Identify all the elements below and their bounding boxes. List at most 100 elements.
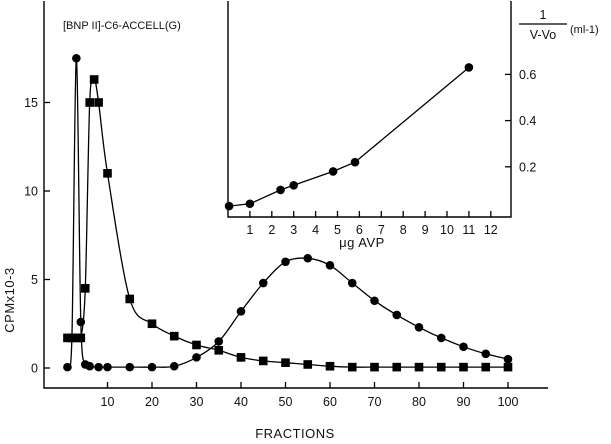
inset-axes-frame	[227, 1, 512, 218]
data-point-square	[125, 294, 135, 304]
data-point-square	[370, 362, 379, 372]
data-point-square	[503, 362, 513, 372]
data-point-square	[303, 360, 313, 369]
y-axis-label: CPMx10-3	[2, 267, 17, 332]
inset-data-point	[350, 157, 360, 167]
data-point-square	[85, 98, 94, 107]
data-point-circle	[94, 362, 103, 372]
data-point-circle	[370, 296, 379, 306]
x-axis-label: FRACTIONS	[255, 426, 335, 441]
inset-x-axis-label: μg AVP	[339, 235, 385, 250]
x-tick-label: 30	[190, 395, 204, 409]
x-tick-label: 10	[101, 395, 115, 409]
data-point-square	[192, 340, 201, 350]
x-tick-label: 90	[457, 395, 471, 409]
inset-y-tick-label: 0.2	[519, 160, 536, 174]
inset-y-tick-label: 0.4	[519, 114, 536, 128]
data-point-square	[80, 284, 90, 293]
data-point-circle	[281, 257, 290, 267]
inset-x-tick-label: 3	[290, 223, 297, 237]
inset-x-tick-label: 6	[356, 223, 363, 237]
data-point-square	[67, 333, 77, 343]
inset-x-tick-label: 5	[334, 223, 341, 237]
data-point-square	[214, 346, 224, 355]
x-tick-label: 100	[498, 395, 519, 409]
inset-x-tick-label: 9	[422, 223, 429, 237]
data-point-square	[258, 356, 268, 366]
inset-data-point	[464, 63, 474, 72]
series-line-circle	[66, 57, 509, 370]
x-tick-label: 20	[145, 395, 159, 409]
data-point-circle	[392, 310, 402, 320]
data-point-square	[414, 362, 424, 372]
series-line-square	[67, 77, 508, 368]
data-point-square	[236, 353, 246, 362]
inset-data-point	[276, 185, 285, 195]
data-point-circle	[147, 362, 157, 372]
data-point-square	[169, 331, 179, 341]
data-point-circle	[85, 361, 94, 371]
data-point-circle	[347, 278, 357, 288]
data-point-circle	[459, 342, 468, 352]
data-point-circle	[303, 253, 313, 263]
inset-y-label-numerator: 1	[540, 8, 547, 22]
data-point-circle	[76, 317, 86, 327]
x-tick-label: 60	[323, 395, 337, 409]
x-tick-label: 50	[279, 395, 293, 409]
data-point-circle	[325, 261, 335, 270]
data-point-square	[436, 362, 446, 372]
data-point-circle	[72, 53, 81, 63]
inset-x-tick-label: 12	[484, 223, 498, 237]
inset-data-point	[289, 180, 299, 190]
y-tick-label: 10	[24, 185, 38, 199]
data-point-circle	[414, 322, 424, 332]
inset-y-tick-label: 0.6	[519, 68, 536, 82]
x-tick-label: 80	[412, 395, 426, 409]
x-tick-label: 40	[234, 395, 248, 409]
data-point-circle	[169, 361, 179, 371]
inset-x-tick-label: 11	[462, 223, 475, 237]
y-tick-label: 5	[31, 273, 38, 287]
inset-data-point	[245, 199, 255, 209]
data-point-square	[281, 358, 290, 367]
inset-data-point	[224, 201, 234, 211]
data-point-circle	[258, 278, 268, 288]
inset-data-point	[328, 167, 338, 176]
data-point-circle	[503, 354, 513, 364]
main-axes-frame	[43, 1, 548, 389]
data-point-square	[459, 362, 468, 372]
data-point-circle	[192, 353, 201, 362]
inset-x-tick-label: 7	[378, 223, 385, 237]
data-point-square	[72, 333, 81, 343]
data-point-square	[481, 362, 491, 372]
data-point-circle	[436, 333, 446, 343]
data-point-circle	[103, 362, 112, 372]
inset-y-label-denominator: V-Vo	[530, 28, 556, 42]
marks-layer	[63, 53, 513, 372]
inset-x-tick-label: 2	[268, 223, 275, 237]
data-point-square	[325, 361, 335, 371]
y-tick-label: 0	[31, 362, 38, 376]
data-point-circle	[481, 349, 491, 359]
data-point-square	[392, 362, 402, 372]
data-point-square	[89, 75, 99, 84]
inset-y-label-unit: (ml-1)	[570, 24, 599, 36]
data-point-square	[147, 319, 157, 329]
data-point-square	[347, 362, 357, 372]
data-point-circle	[125, 362, 135, 372]
lines-layer	[66, 57, 509, 370]
x-tick-label: 70	[368, 395, 382, 409]
data-point-square	[103, 169, 112, 178]
data-point-circle	[236, 307, 246, 316]
inset-x-tick-label: 4	[312, 223, 319, 237]
inset-x-tick-label: 10	[440, 223, 454, 237]
y-tick-label: 15	[24, 96, 38, 110]
chart-annotation: [BNP II]-C6-ACCELL(G)	[63, 20, 181, 32]
data-point-square	[94, 98, 103, 107]
data-point-circle	[63, 362, 72, 372]
data-point-square	[63, 333, 72, 343]
data-point-circle	[214, 337, 224, 346]
